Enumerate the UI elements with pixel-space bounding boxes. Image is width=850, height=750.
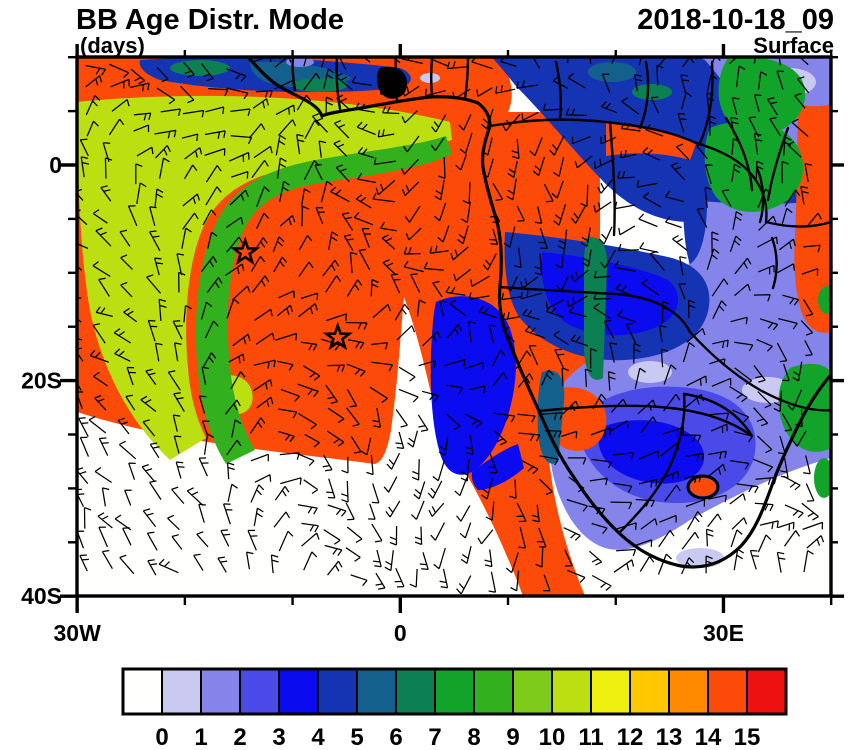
plot-level: Surface <box>753 33 834 58</box>
star-markers-layer <box>230 236 353 351</box>
colorbar-tick-label: 3 <box>272 724 285 750</box>
colorbar-cell <box>668 668 709 715</box>
plot-units: (days) <box>80 33 145 58</box>
colorbar-tick-label: 9 <box>506 724 519 750</box>
colorbar-tick-label: 0 <box>155 724 168 750</box>
colorbar-tick-label: 11 <box>578 724 603 750</box>
star-marker <box>322 321 353 351</box>
colorbar-cell <box>551 668 592 715</box>
colorbar-cell <box>629 668 670 715</box>
x-tick-label: 30W <box>53 620 101 646</box>
wind-barbs-layer <box>77 57 825 595</box>
colorbar-tick-label: 12 <box>617 724 644 750</box>
x-tick-label: 0 <box>394 620 407 646</box>
y-tick-label: 40S <box>21 583 62 609</box>
colorbar-cell <box>122 668 163 715</box>
colorbar-cell <box>707 668 748 715</box>
colorbar-tick-label: 4 <box>311 724 325 750</box>
colorbar-tick-label: 8 <box>467 724 480 750</box>
colorbar-tick-label: 7 <box>428 724 441 750</box>
colorbar-tick-label: 13 <box>656 724 683 750</box>
colorbar-cell <box>161 668 202 715</box>
colorbar-cell <box>746 668 787 715</box>
colorbar-cell <box>473 668 514 715</box>
colorbar-tick-label: 15 <box>734 724 761 750</box>
colorbar-cell <box>434 668 475 715</box>
colorbar-cell <box>278 668 319 715</box>
colorbar: 0 1 2 3 4 5 6 7 8 9 10 11 12 13 14 15 <box>121 667 788 750</box>
colorbar-tick-label: 5 <box>350 724 363 750</box>
x-tick-label: 30E <box>703 620 744 646</box>
colorbar-cell <box>395 668 436 715</box>
colorbar-cell <box>317 668 358 715</box>
colorbar-tick-label: 2 <box>233 724 246 750</box>
colorbar-tick-label: 1 <box>194 724 207 750</box>
colorbar-cell <box>239 668 280 715</box>
colorbar-tick-label: 6 <box>389 724 402 750</box>
colorbar-tick-label: 10 <box>539 724 566 750</box>
map-axes: 30W 0 30E 0 20S 40S <box>21 44 844 646</box>
plot-title: BB Age Distr. Mode <box>76 4 344 36</box>
colorbar-cell <box>356 668 397 715</box>
coastline-borders-layer <box>246 57 831 569</box>
plot-datetime: 2018-10-18_09 <box>637 4 834 36</box>
star-marker <box>230 236 261 266</box>
y-tick-label: 20S <box>21 368 62 394</box>
colorbar-cell <box>590 668 631 715</box>
colorbar-cell <box>200 668 241 715</box>
y-tick-label: 0 <box>49 152 62 178</box>
colorbar-tick-label: 14 <box>695 724 722 750</box>
colorbar-cell <box>512 668 553 715</box>
map-content <box>77 57 831 596</box>
